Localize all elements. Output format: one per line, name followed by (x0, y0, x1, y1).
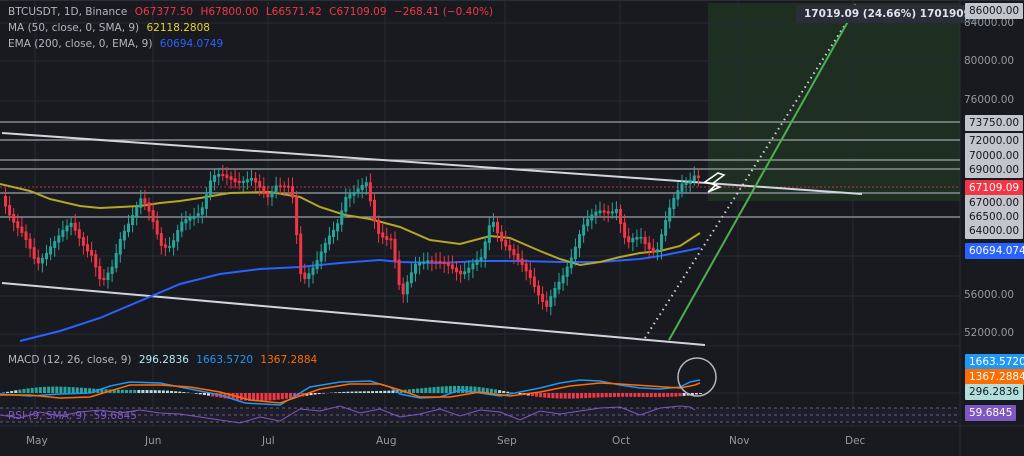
macd-signal-value: 1367.2884 (260, 354, 317, 366)
ema-label: EMA (200, close, 0, EMA, 9) (8, 38, 152, 50)
price-label: 52000.00 (956, 327, 1024, 339)
price-label: 80000.00 (956, 55, 1024, 67)
ma-label: MA (50, close, 0, SMA, 9) (8, 22, 139, 34)
level-tag: 64000.00 (965, 223, 1023, 239)
ohlc-close: C67109.09 (329, 6, 386, 18)
macd-legend[interactable]: MACD (12, 26, close, 9) 296.2836 1663.57… (8, 353, 321, 367)
ma-value: 62118.2808 (147, 22, 210, 34)
rsi-label: RSI (9, SMA, 9) (8, 410, 86, 422)
price-label: 56000.00 (956, 289, 1024, 301)
target-zone (708, 3, 960, 201)
level-tag: 73750.00 (965, 115, 1023, 131)
macd-label: MACD (12, 26, close, 9) (8, 354, 131, 366)
ma-legend[interactable]: MA (50, close, 0, SMA, 9) 62118.2808 (8, 21, 214, 35)
last-price-tag: 67109.09 (965, 180, 1023, 196)
time-label: Jul (262, 435, 275, 447)
ohlc-open: O67377.50 (135, 6, 193, 18)
time-label: Aug (376, 435, 397, 447)
time-label: Dec (845, 435, 865, 447)
ema-legend[interactable]: EMA (200, close, 0, EMA, 9) 60694.0749 (8, 37, 227, 51)
ohlc-high: H67800.00 (200, 6, 258, 18)
macd-value: 1663.5720 (196, 354, 253, 366)
time-label: Nov (729, 435, 750, 447)
macd-tag: 1663.5720 (965, 354, 1024, 370)
symbol-name[interactable]: BTCUSDT, 1D, Binance (8, 6, 127, 18)
time-label: Oct (612, 435, 630, 447)
highlight-circle (678, 358, 716, 396)
signal-tag: 1367.2884 (965, 369, 1024, 385)
time-label: Sep (497, 435, 517, 447)
ohlc-low: L66571.42 (266, 6, 322, 18)
time-label: Jun (145, 435, 161, 447)
level-tag: 69000.00 (965, 162, 1023, 178)
measure-tooltip: 17019.09 (24.66%) 1701909 (796, 5, 979, 23)
time-label: May (26, 435, 48, 447)
price-label: 76000.00 (956, 94, 1024, 106)
rsi-value: 59.6845 (94, 410, 137, 422)
macd-hist-value: 296.2836 (139, 354, 189, 366)
ema-value: 60694.0749 (160, 38, 223, 50)
rsi-tag: 59.6845 (965, 405, 1016, 421)
ohlc-change: −268.41 (−0.40%) (394, 6, 493, 18)
level-tag: 86000.00 (965, 3, 1023, 19)
level-tag: 72000.00 (965, 133, 1023, 149)
hist-tag: 296.2836 (965, 384, 1023, 400)
symbol-legend: BTCUSDT, 1D, Binance O67377.50 H67800.00… (8, 5, 497, 19)
rsi-legend[interactable]: RSI (9, SMA, 9) 59.6845 (8, 409, 141, 423)
ema-tag: 60694.0749 (965, 243, 1024, 259)
